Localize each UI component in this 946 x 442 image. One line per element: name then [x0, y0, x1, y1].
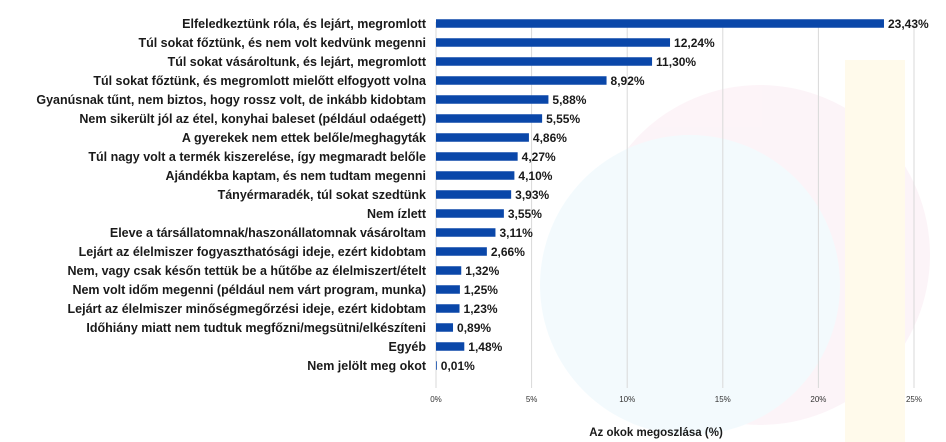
- bar: [436, 114, 543, 123]
- bar: [436, 19, 884, 28]
- value-label: 4,27%: [522, 150, 556, 164]
- category-label: Gyanúsnak tűnt, nem biztos, hogy rossz v…: [36, 93, 426, 107]
- category-label: Elfeledkeztünk róla, és lejárt, megromlo…: [182, 17, 427, 31]
- category-label: Nem ízlett: [367, 207, 427, 221]
- x-tick-label: 15%: [715, 395, 731, 404]
- x-tick-label: 5%: [526, 395, 538, 404]
- bar: [436, 76, 607, 85]
- value-label: 2,66%: [491, 245, 525, 259]
- x-tick-label: 10%: [619, 395, 635, 404]
- value-label: 1,23%: [464, 302, 498, 316]
- value-label: 1,25%: [464, 283, 498, 297]
- category-label: Eleve a társállatomnak/haszonállatomnak …: [110, 226, 426, 240]
- category-label: Túl sokat vásároltunk, és lejárt, megrom…: [168, 55, 427, 69]
- bar: [436, 95, 549, 104]
- bar: [436, 38, 671, 47]
- category-label: Nem sikerült jól az étel, konyhai balese…: [79, 112, 426, 126]
- value-label: 4,10%: [518, 169, 552, 183]
- category-label: Lejárt az élelmiszer minőségmegőrzési id…: [68, 302, 426, 316]
- category-label: Túl sokat főztünk, és nem volt kedvünk m…: [138, 36, 426, 50]
- bar: [436, 342, 465, 351]
- bar: [436, 247, 487, 256]
- category-label: Időhiány miatt nem tudtuk megfőzni/megsü…: [86, 321, 426, 335]
- category-label: Túl nagy volt a termék kiszerelése, így …: [88, 150, 426, 164]
- bar: [436, 190, 512, 199]
- bars: [436, 19, 884, 370]
- value-label: 5,55%: [546, 112, 580, 126]
- value-label: 1,32%: [465, 264, 499, 278]
- value-label: 1,48%: [468, 340, 502, 354]
- value-labels: 23,43% 12,24% 11,30% 8,92% 5,88% 5,55% 4,86% 4,…: [441, 17, 929, 373]
- value-label: 12,24%: [674, 36, 715, 50]
- category-label: Túl sokat főztünk, és megromlott mielőtt…: [93, 74, 427, 88]
- category-label: Ajándékba kaptam, és nem tudtam megenni: [166, 169, 427, 183]
- x-axis-title: Az okok megoszlása (%): [589, 427, 723, 439]
- background-watermark: [540, 60, 930, 442]
- category-labels: Elfeledkeztünk róla, és lejárt, megromlo…: [36, 17, 427, 373]
- bar: [436, 152, 518, 161]
- value-label: 0,01%: [441, 359, 475, 373]
- category-label: Egyéb: [388, 340, 426, 354]
- bar: [436, 171, 515, 180]
- value-label: 4,86%: [533, 131, 567, 145]
- value-label: 0,89%: [457, 321, 491, 335]
- x-tick-label: 20%: [810, 395, 826, 404]
- bar: [436, 228, 496, 237]
- bar: [436, 133, 529, 142]
- bar: [436, 285, 460, 294]
- x-tick-label: 0%: [430, 395, 442, 404]
- value-label: 11,30%: [656, 55, 696, 69]
- bar: [436, 304, 460, 313]
- category-label: Tányérmaradék, túl sokat szedtünk: [218, 188, 426, 202]
- value-label: 8,92%: [611, 74, 645, 88]
- value-label: 23,43%: [888, 17, 929, 31]
- category-label: Nem jelölt meg okot: [307, 359, 427, 373]
- bar: [436, 57, 653, 66]
- bar: [436, 361, 437, 370]
- bar: [436, 323, 454, 332]
- value-label: 5,88%: [552, 93, 586, 107]
- value-label: 3,11%: [499, 226, 533, 240]
- value-label: 3,93%: [515, 188, 549, 202]
- x-axis-ticks: 0% 5% 10% 15% 20% 25%: [430, 395, 922, 404]
- bar: [436, 266, 462, 275]
- category-label: Lejárt az élelmiszer fogyaszthatósági id…: [79, 245, 426, 259]
- category-label: Nem volt időm megenni (például nem várt …: [72, 283, 426, 297]
- value-label: 3,55%: [508, 207, 542, 221]
- bar: [436, 209, 504, 218]
- x-tick-label: 25%: [906, 395, 922, 404]
- category-label: A gyerekek nem ettek belőle/meghagyták: [182, 131, 426, 145]
- category-label: Nem, vagy csak későn tettük be a hűtőbe …: [68, 264, 427, 278]
